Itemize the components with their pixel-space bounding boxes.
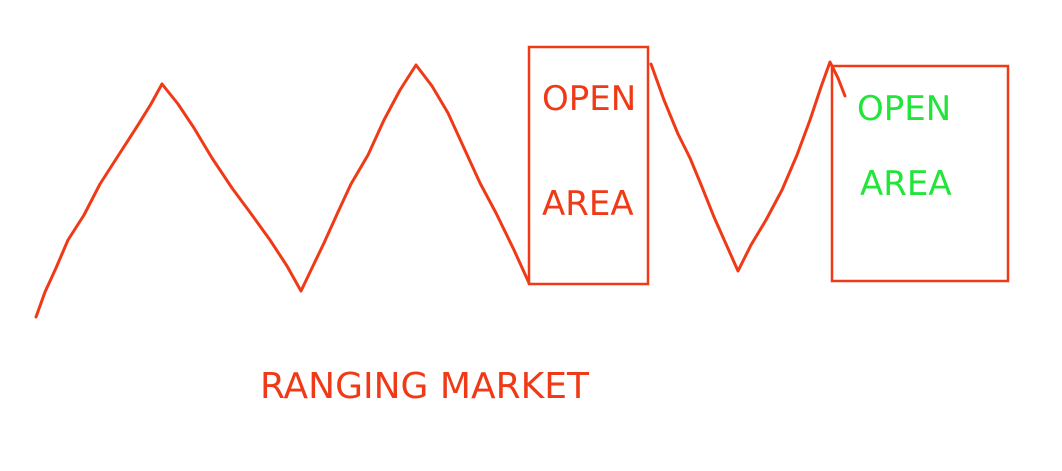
box-1-label-open: OPEN	[542, 79, 636, 119]
price-zigzag-line	[34, 63, 531, 319]
box-2-label-open: OPEN	[857, 89, 951, 129]
price-zigzag-line-segment	[649, 60, 847, 273]
ranging-market-caption: RANGING MARKET	[260, 366, 590, 407]
box-2-label-area: AREA	[860, 164, 952, 204]
box-1-label-area: AREA	[542, 184, 634, 224]
open-area-box-2	[830, 64, 1010, 283]
open-area-box-1	[527, 45, 650, 286]
